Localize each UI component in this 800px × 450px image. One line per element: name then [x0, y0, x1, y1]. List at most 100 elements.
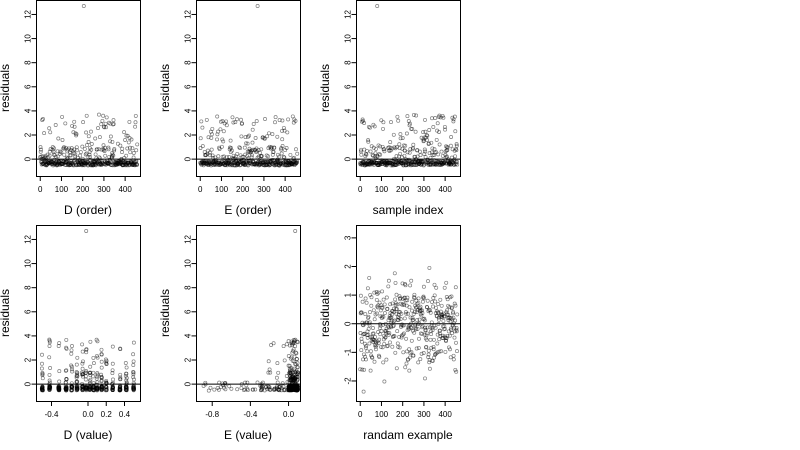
- data-point: [80, 144, 85, 149]
- data-point: [411, 142, 416, 147]
- data-point: [198, 136, 203, 141]
- data-point: [290, 114, 295, 119]
- x-tick-label: 200: [236, 185, 250, 194]
- data-point: [233, 120, 238, 125]
- data-point: [425, 305, 430, 310]
- data-point: [453, 303, 458, 308]
- data-point: [374, 297, 379, 302]
- data-point: [95, 353, 99, 358]
- data-point: [273, 115, 278, 120]
- data-point: [120, 146, 125, 151]
- data-point: [39, 366, 44, 371]
- data-point: [279, 151, 284, 156]
- data-point: [217, 147, 222, 151]
- data-point: [442, 314, 447, 319]
- data-point: [432, 150, 437, 155]
- data-point: [99, 378, 104, 383]
- data-point: [422, 316, 427, 321]
- data-point: [89, 142, 94, 146]
- x-axis-label: D (value): [64, 428, 113, 442]
- data-point: [391, 323, 396, 328]
- data-point: [47, 340, 52, 345]
- data-point: [72, 119, 77, 124]
- points-layer: [358, 265, 460, 394]
- data-point: [63, 121, 68, 126]
- data-point: [227, 384, 232, 389]
- data-point: [391, 324, 396, 329]
- data-point: [251, 147, 256, 152]
- data-point: [402, 316, 407, 321]
- data-point: [126, 140, 131, 145]
- data-point: [271, 387, 276, 392]
- data-point: [59, 150, 64, 155]
- y-tick-label: 6: [24, 309, 33, 314]
- data-point: [408, 315, 413, 320]
- data-point: [55, 149, 60, 154]
- data-point: [405, 295, 410, 300]
- y-tick-label: 2: [24, 357, 33, 362]
- data-point: [266, 359, 271, 364]
- data-point: [38, 149, 43, 154]
- data-point: [103, 153, 108, 158]
- data-point: [218, 127, 223, 132]
- x-axis-label: randam example: [363, 428, 453, 442]
- data-point: [418, 357, 423, 362]
- y-axis-label: residuals: [318, 289, 332, 337]
- data-point: [131, 151, 136, 155]
- data-point: [369, 303, 374, 308]
- data-point: [416, 360, 421, 365]
- data-point: [216, 129, 221, 134]
- data-point: [104, 381, 109, 386]
- data-point: [99, 365, 104, 370]
- data-point: [359, 310, 364, 315]
- data-point: [235, 117, 239, 122]
- data-point: [386, 278, 391, 283]
- data-point: [276, 387, 281, 392]
- data-point: [424, 133, 429, 138]
- residual-panel: 0 100 200 300 400 0 2 4 6 8 10 12 D (order) residuals: [0, 0, 141, 217]
- data-point: [71, 130, 76, 135]
- data-point: [399, 311, 404, 316]
- x-axis-label: sample index: [373, 203, 444, 217]
- data-point: [369, 295, 374, 300]
- data-point: [40, 118, 45, 122]
- data-point: [294, 147, 298, 152]
- data-point: [362, 367, 367, 372]
- data-point: [420, 299, 425, 304]
- data-point: [63, 368, 68, 373]
- data-point: [239, 134, 244, 139]
- data-point: [287, 384, 292, 389]
- data-point: [272, 145, 277, 150]
- residual-panel: 0 100 200 300 400 0 2 4 6 8 10 12 sample index residu…: [318, 0, 461, 217]
- plot-frame: [196, 0, 301, 177]
- data-point: [78, 150, 83, 155]
- data-point: [401, 332, 406, 337]
- data-point: [404, 361, 409, 366]
- data-point: [272, 386, 277, 391]
- data-point: [404, 131, 409, 136]
- y-tick-label: 10: [184, 259, 193, 268]
- x-tick-label: 200: [396, 410, 410, 419]
- data-point: [81, 4, 86, 8]
- plot-frame: [356, 225, 461, 402]
- data-point: [118, 384, 123, 389]
- data-point: [280, 144, 285, 148]
- data-point: [416, 345, 421, 350]
- data-point: [393, 297, 398, 302]
- y-tick-label: 10: [24, 259, 33, 268]
- data-point: [47, 153, 52, 158]
- data-point: [372, 290, 377, 295]
- data-point: [405, 114, 410, 119]
- data-point: [379, 329, 384, 334]
- data-point: [362, 121, 367, 125]
- data-point: [374, 343, 379, 348]
- data-point: [74, 370, 79, 375]
- data-point: [396, 118, 401, 123]
- plot-frame: [196, 225, 301, 402]
- data-point: [259, 153, 264, 158]
- data-point: [368, 368, 373, 373]
- data-point: [398, 151, 403, 156]
- data-point: [224, 119, 229, 124]
- data-point: [104, 115, 109, 120]
- data-point: [95, 386, 100, 391]
